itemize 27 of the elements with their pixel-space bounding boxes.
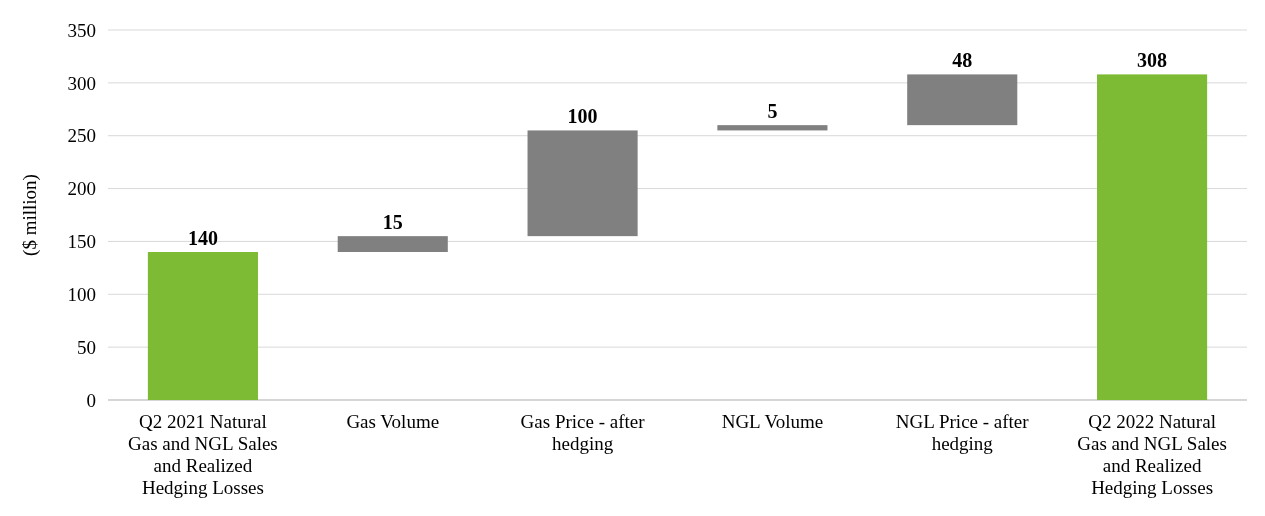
bar xyxy=(527,130,638,237)
y-tick-label: 350 xyxy=(67,19,96,41)
y-tick-label: 250 xyxy=(67,125,96,147)
y-tick-label: 50 xyxy=(77,336,96,358)
data-label: 308 xyxy=(1137,49,1168,72)
x-tick-label: Q2 2021 Natural Gas and NGL Sales and Realized Hedging Losses xyxy=(128,411,278,498)
data-label: 48 xyxy=(952,49,973,72)
y-tick-label: 0 xyxy=(86,389,96,411)
bar xyxy=(907,74,1018,126)
bar xyxy=(717,125,828,131)
data-label: 100 xyxy=(567,105,598,128)
x-tick-label: NGL Price - after hedging xyxy=(895,411,1030,454)
data-label: 15 xyxy=(382,211,403,234)
bar xyxy=(337,236,448,252)
x-tick-label: Gas Volume xyxy=(346,411,440,432)
y-tick-label: 200 xyxy=(67,178,96,200)
data-label: 140 xyxy=(187,227,218,249)
y-tick-label: 300 xyxy=(67,72,96,94)
bar xyxy=(147,252,258,400)
bar xyxy=(1097,74,1208,400)
x-tick-label: Gas Price - after hedging xyxy=(520,411,646,454)
x-tick-label: NGL Volume xyxy=(721,411,824,432)
y-tick-label: 100 xyxy=(67,283,96,305)
x-tick-label: Q2 2022 Natural Gas and NGL Sales and Realized Hedging Losses xyxy=(1077,411,1227,498)
data-label: 5 xyxy=(767,100,778,123)
y-axis-title: ($ million) xyxy=(19,174,41,256)
y-tick-label: 150 xyxy=(67,231,96,253)
